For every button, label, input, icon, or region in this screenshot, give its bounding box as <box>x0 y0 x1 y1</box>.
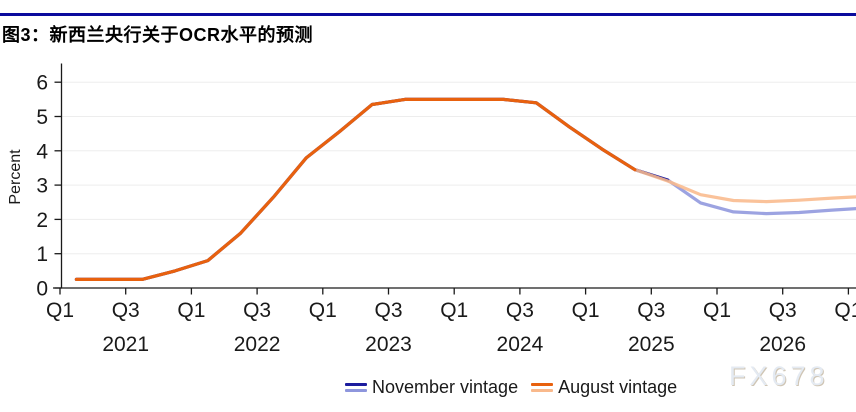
legend-label-november: November vintage <box>372 377 519 397</box>
fx678-watermark: FX678 <box>729 361 829 391</box>
august-vintage-actual-line <box>74 97 637 281</box>
figure-title: 图3：新西兰央行关于OCR水平的预测 <box>2 25 314 45</box>
legend-label-august: August vintage <box>558 377 678 397</box>
y-tick-label: 3 <box>36 175 48 198</box>
august-forecast-swatch-bar <box>531 389 554 392</box>
header-rule <box>0 13 856 16</box>
y-tick-label: 0 <box>36 278 48 301</box>
y-tick-label: 5 <box>36 106 48 129</box>
x-year-label: 2026 <box>759 333 806 356</box>
y-tick-label: 2 <box>36 209 48 232</box>
november-actual-swatch-bar <box>345 383 367 386</box>
chart-legend: November vintage August vintage <box>345 377 677 398</box>
x-tick-label: Q1 <box>309 299 337 322</box>
x-tick-label: Q1 <box>703 299 731 322</box>
november-line-swatch <box>345 383 367 392</box>
x-tick-label: Q3 <box>769 299 797 322</box>
legend-item-november: November vintage <box>345 377 518 398</box>
x-tick-label: Q3 <box>506 299 534 322</box>
x-year-label: 2022 <box>234 333 281 356</box>
x-year-label: 2023 <box>365 333 412 356</box>
august-actual-swatch-bar <box>531 383 554 386</box>
legend-item-august: August vintage <box>531 377 677 398</box>
y-tick-label: 1 <box>36 243 48 266</box>
x-year-label: 2021 <box>102 333 149 356</box>
x-year-label: 2024 <box>497 333 544 356</box>
y-tick-label: 6 <box>36 72 48 95</box>
x-tick-label: Q1 <box>440 299 468 322</box>
x-tick-label: Q1 <box>572 299 600 322</box>
november-vintage-forecast-line <box>666 178 856 216</box>
x-tick-label: Q3 <box>112 299 140 322</box>
august-line-swatch <box>531 383 554 392</box>
x-tick-label: Q3 <box>243 299 271 322</box>
x-year-label: 2025 <box>628 333 675 356</box>
x-tick-label: Q3 <box>637 299 665 322</box>
november-forecast-swatch-bar <box>345 389 367 392</box>
august-vintage-forecast-line <box>633 168 856 204</box>
x-tick-label: Q1 <box>834 299 856 322</box>
x-tick-label: Q1 <box>46 299 74 322</box>
x-tick-label: Q3 <box>374 299 402 322</box>
x-tick-label: Q1 <box>177 299 205 322</box>
y-tick-label: 4 <box>36 140 48 163</box>
y-axis-title: Percent <box>7 149 24 205</box>
november-vintage-actual-line <box>74 97 670 281</box>
